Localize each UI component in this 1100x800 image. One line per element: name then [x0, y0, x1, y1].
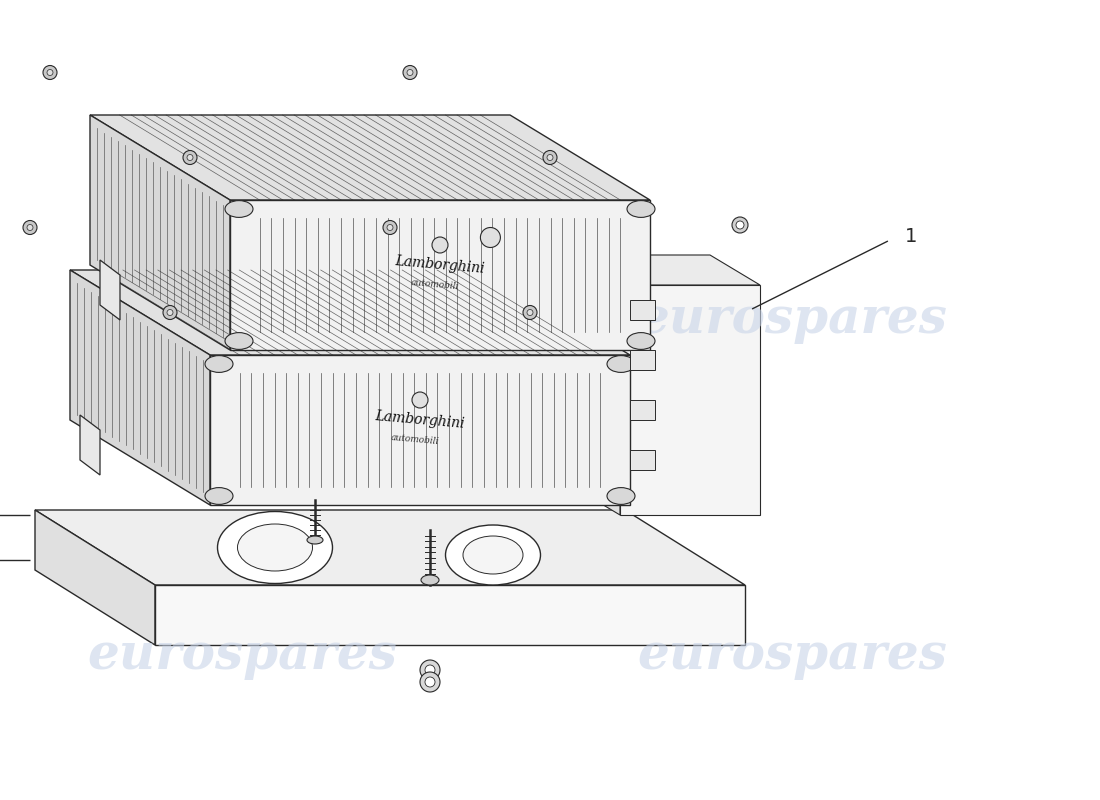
Polygon shape	[630, 350, 654, 370]
Circle shape	[183, 150, 197, 165]
Polygon shape	[90, 115, 230, 350]
Polygon shape	[570, 255, 620, 515]
Polygon shape	[155, 585, 745, 645]
Circle shape	[420, 660, 440, 680]
Ellipse shape	[205, 488, 233, 504]
Polygon shape	[70, 270, 630, 355]
Circle shape	[23, 221, 37, 234]
Circle shape	[412, 392, 428, 408]
Circle shape	[167, 310, 173, 315]
Circle shape	[432, 237, 448, 253]
Ellipse shape	[627, 333, 654, 350]
Circle shape	[163, 306, 177, 319]
Text: eurospares: eurospares	[87, 631, 397, 681]
Polygon shape	[630, 300, 654, 320]
Circle shape	[425, 665, 435, 675]
Ellipse shape	[226, 201, 253, 218]
Polygon shape	[90, 115, 650, 200]
Circle shape	[420, 672, 440, 692]
Circle shape	[387, 225, 393, 230]
Polygon shape	[210, 355, 630, 505]
Circle shape	[481, 227, 500, 247]
Ellipse shape	[238, 524, 312, 571]
Circle shape	[522, 306, 537, 319]
Polygon shape	[35, 510, 155, 645]
Ellipse shape	[446, 525, 540, 585]
Text: eurospares: eurospares	[87, 295, 397, 345]
Text: Lamborghini: Lamborghini	[374, 409, 465, 431]
Circle shape	[732, 217, 748, 233]
Ellipse shape	[607, 488, 635, 504]
Circle shape	[736, 221, 744, 229]
Circle shape	[527, 310, 534, 315]
Polygon shape	[620, 285, 760, 515]
Text: eurospares: eurospares	[637, 631, 947, 681]
Polygon shape	[230, 200, 650, 350]
Circle shape	[383, 221, 397, 234]
Polygon shape	[570, 255, 760, 285]
Circle shape	[425, 677, 435, 687]
Ellipse shape	[307, 536, 323, 544]
Polygon shape	[100, 260, 120, 320]
Ellipse shape	[218, 511, 332, 583]
Circle shape	[43, 66, 57, 79]
Ellipse shape	[463, 536, 522, 574]
Ellipse shape	[627, 201, 654, 218]
Polygon shape	[70, 270, 210, 505]
Ellipse shape	[226, 333, 253, 350]
Ellipse shape	[607, 355, 635, 373]
Circle shape	[47, 70, 53, 75]
Text: Lamborghini: Lamborghini	[395, 254, 485, 276]
Circle shape	[407, 70, 412, 75]
Text: automobili: automobili	[390, 434, 440, 446]
Text: 1: 1	[905, 227, 917, 246]
Circle shape	[543, 150, 557, 165]
Polygon shape	[630, 450, 654, 470]
Ellipse shape	[421, 575, 439, 585]
Text: eurospares: eurospares	[637, 295, 947, 345]
Polygon shape	[630, 400, 654, 420]
Polygon shape	[35, 510, 745, 585]
Circle shape	[547, 154, 553, 161]
Text: automobili: automobili	[410, 278, 460, 291]
Ellipse shape	[205, 355, 233, 373]
Circle shape	[187, 154, 192, 161]
Circle shape	[28, 225, 33, 230]
Polygon shape	[80, 415, 100, 475]
Circle shape	[403, 66, 417, 79]
